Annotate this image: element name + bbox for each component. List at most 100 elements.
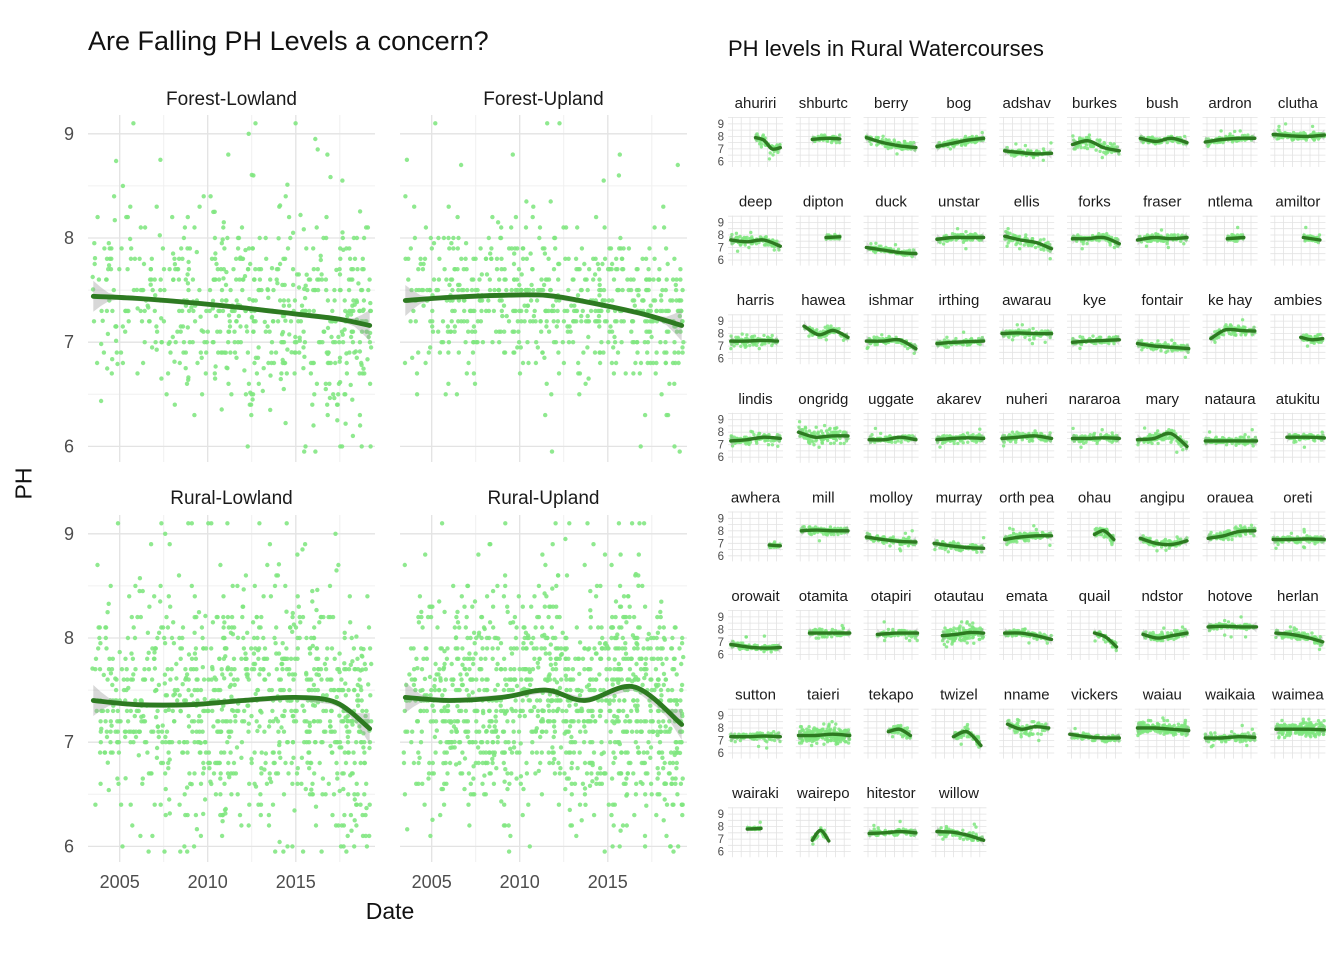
smooth-trendline xyxy=(1068,732,1121,740)
mini-facet-label: awarau xyxy=(1002,292,1051,309)
smooth-trendline xyxy=(867,435,918,442)
mini-facet-otapiri: otapiri xyxy=(863,588,920,660)
mini-facet-wairaki: wairaki xyxy=(728,785,783,858)
smooth-trendline xyxy=(90,293,373,328)
smooth-trendline xyxy=(729,734,782,739)
svg-text:6: 6 xyxy=(64,436,74,456)
smooth-trendline xyxy=(799,528,850,533)
mini-facet-taieri: taieri xyxy=(795,687,852,759)
smooth-trendline xyxy=(935,436,986,442)
mini-facet-orowait: orowait xyxy=(728,588,783,660)
mini-facet-dipton: dipton xyxy=(795,194,851,266)
mini-facet-label: ndstor xyxy=(1141,588,1183,605)
mini-facet-label: ambies xyxy=(1274,292,1322,309)
mini-facet-label: clutha xyxy=(1278,95,1319,112)
mini-facet-label: amiltor xyxy=(1275,194,1320,211)
smooth-trendline xyxy=(1301,235,1322,242)
smooth-trendline xyxy=(824,235,842,240)
mini-facet-quail: quail xyxy=(1067,588,1122,660)
mini-facet-label: ntlema xyxy=(1208,194,1254,211)
smooth-trendline xyxy=(1225,235,1246,241)
scatter-points xyxy=(1003,227,1053,261)
smooth-trendline xyxy=(1000,331,1054,336)
mini-facet-akarev: akarev xyxy=(931,391,987,463)
mini-facet-label: forks xyxy=(1078,194,1111,211)
mini-facet-label: nararoa xyxy=(1069,391,1121,408)
smooth-trendline xyxy=(1203,136,1257,144)
smooth-trendline xyxy=(1209,327,1257,341)
mini-facet-label: harris xyxy=(737,292,775,309)
facet-rural-lowland: Rural-Lowland xyxy=(88,488,375,862)
mini-facet-label: fontair xyxy=(1141,292,1183,309)
mini-facet-uggate: uggate xyxy=(863,391,919,463)
smooth-trendline xyxy=(1070,338,1121,344)
mini-facet-lindis: lindis xyxy=(728,391,783,463)
mini-facet-deep: deep xyxy=(728,194,783,266)
mini-facet-label: adshav xyxy=(1003,95,1052,112)
facet-rural-upland: Rural-Upland xyxy=(400,488,687,862)
mini-facet-label: dipton xyxy=(803,194,844,211)
mini-facet-hawea: hawea xyxy=(795,292,851,365)
mini-facet-label: otapiri xyxy=(871,588,912,605)
mini-facet-label: wairepo xyxy=(796,785,850,802)
mini-facet-ellis: ellis xyxy=(999,194,1055,266)
mini-facet-label: ahuriri xyxy=(735,95,777,112)
scatter-points xyxy=(875,620,920,643)
mini-facet-vickers: vickers xyxy=(1067,687,1122,759)
smooth-trendline xyxy=(1274,631,1325,644)
smooth-trendline xyxy=(1003,234,1054,251)
mini-facet-label: otautau xyxy=(934,588,984,605)
right-chart-title: PH levels in Rural Watercourses xyxy=(728,36,1044,61)
mini-facet-label: berry xyxy=(874,95,909,112)
scatter-points xyxy=(90,121,374,454)
facet-label: Forest-Lowland xyxy=(166,89,297,110)
mini-facet-label: atukitu xyxy=(1276,391,1320,408)
mini-facet-label: mill xyxy=(812,489,835,506)
mini-facet-ardron: ardron xyxy=(1202,95,1258,167)
mini-facet-label: molloy xyxy=(869,489,913,506)
smooth-trendline xyxy=(940,630,986,638)
smooth-trendline xyxy=(1135,235,1189,242)
mini-facet-label: otamita xyxy=(799,588,849,605)
smooth-trendline xyxy=(935,829,986,842)
mini-facet-label: ishmar xyxy=(869,292,914,309)
mini-facet-label: hawea xyxy=(801,292,846,309)
mini-facet-willow: willow xyxy=(931,785,987,858)
mini-facet-label: kye xyxy=(1083,292,1106,309)
smooth-trendline xyxy=(1003,631,1054,642)
mini-facet-label: ongridg xyxy=(798,391,848,408)
svg-text:2005: 2005 xyxy=(412,872,452,892)
mini-facet-twizel: twizel xyxy=(931,687,987,759)
smooth-trendline xyxy=(1092,631,1119,649)
smooth-trendline xyxy=(867,829,918,836)
smooth-trendline xyxy=(729,238,782,248)
mini-facet-nuheri: nuheri xyxy=(999,391,1055,463)
smooth-trendline xyxy=(1000,434,1054,441)
svg-text:2010: 2010 xyxy=(188,872,228,892)
scatter-points xyxy=(402,121,686,454)
mini-facet-label: herlan xyxy=(1277,588,1319,605)
smooth-trendline xyxy=(402,292,685,328)
mini-facet-shburtc: shburtc xyxy=(795,95,851,167)
mini-facet-amiltor: amiltor xyxy=(1270,194,1326,266)
smooth-trendline xyxy=(796,430,850,440)
mini-facet-duck: duck xyxy=(863,194,919,266)
mini-facet-nataura: nataura xyxy=(1202,391,1259,463)
facet-label: Forest-Upland xyxy=(483,89,603,110)
mini-facet-ntlema: ntlema xyxy=(1202,194,1258,266)
mini-facet-fontair: fontair xyxy=(1134,292,1191,365)
smooth-trendline xyxy=(1005,722,1051,731)
mini-facet-berry: berry xyxy=(863,95,919,167)
mini-facet-label: tekapo xyxy=(869,687,914,704)
smooth-trendline xyxy=(935,339,986,346)
mini-facet-label: nataura xyxy=(1205,391,1257,408)
smooth-trendline xyxy=(810,136,842,142)
mini-facet-label: wairaki xyxy=(731,785,779,802)
mini-facet-waikaia: waikaia xyxy=(1202,687,1258,759)
smooth-trendline xyxy=(1274,727,1326,732)
smooth-trendline xyxy=(864,245,918,256)
mini-facet-label: taieri xyxy=(807,687,840,704)
mini-facet-tekapo: tekapo xyxy=(863,687,919,759)
mini-facet-label: vickers xyxy=(1071,687,1118,704)
